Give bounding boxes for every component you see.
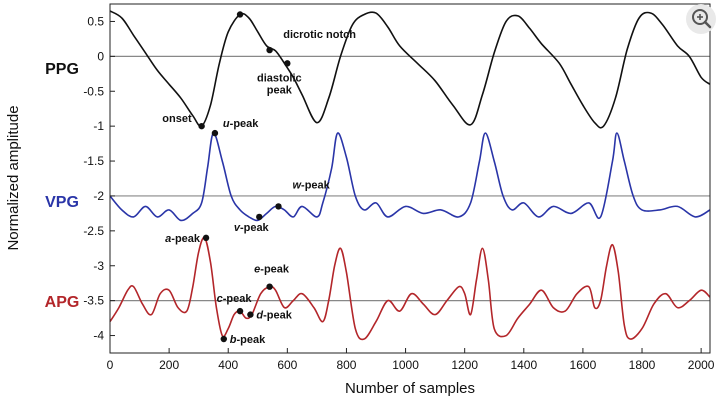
annotation-point-dicrotic-notch — [266, 46, 273, 54]
y-axis-ticks: 0.5 0 -0.5 -1 -1.5 -2 -2.5 -3 -3.5 -4 — [83, 14, 115, 343]
series-layer — [109, 10, 711, 341]
annotation-label-b-peak: b-peak — [230, 334, 266, 346]
annotation-label-e-peak: e-peak — [254, 264, 290, 276]
x-tick-label: 1400 — [510, 358, 537, 372]
series-label-ppg: PPG — [45, 61, 79, 78]
series-label-vpg: VPG — [45, 194, 79, 211]
y-tick-label: -2.5 — [83, 224, 104, 238]
series-line-vpg — [109, 132, 711, 222]
y-tick-label: -2 — [93, 189, 104, 203]
x-tick-label: 1200 — [451, 358, 478, 372]
annotation-point-u-peak — [211, 129, 219, 137]
annotation-label-v-peak: v-peak — [234, 222, 270, 234]
annotation-point-systolic-peak — [236, 11, 244, 18]
x-tick-label: 1600 — [570, 358, 597, 372]
baselines — [110, 55, 710, 302]
annotation-label-diastolic-peak: diastolic peak — [257, 72, 302, 96]
annotation-label-u-peak: u-peak — [223, 118, 259, 130]
x-tick-label: 600 — [277, 358, 297, 372]
annotation-label-dicrotic-notch: dicrotic notch — [283, 29, 356, 41]
annotation-point-d-peak — [247, 311, 254, 318]
y-tick-label: -1 — [93, 119, 104, 133]
annotation-points — [198, 11, 291, 343]
annotation-point-diastolic-peak — [284, 60, 291, 67]
x-axis-title: Number of samples — [345, 380, 475, 397]
x-tick-label: 0 — [107, 358, 114, 372]
annotation-point-b-peak — [220, 335, 227, 343]
annotation-point-e-peak — [266, 283, 273, 290]
annotation-label-d-peak: d-peak — [256, 310, 292, 322]
annotation-point-w-peak — [275, 203, 282, 210]
y-axis-title: Normalized amplitude — [5, 105, 22, 250]
x-tick-label: 1800 — [629, 358, 656, 372]
annotation-label-w-peak: w-peak — [292, 179, 330, 191]
annotation-label-c-peak: c-peak — [217, 293, 253, 305]
x-axis-ticks: 0 200 400 600 800 1000 1200 1400 1600 1800 2000 — [107, 348, 715, 372]
annotation-point-a-peak — [202, 234, 210, 242]
zoom-button[interactable] — [686, 4, 716, 34]
y-tick-label: -4 — [93, 329, 104, 343]
annotation-label-a-peak: a-peak — [165, 233, 201, 245]
series-label-apg: APG — [45, 294, 80, 311]
y-tick-label: -3 — [93, 259, 104, 273]
x-tick-label: 200 — [159, 358, 179, 372]
zoom-in-icon — [692, 9, 712, 29]
x-tick-label: 2000 — [688, 358, 715, 372]
series-labels: PPG VPG APG — [45, 61, 80, 311]
x-tick-label: 800 — [336, 358, 356, 372]
annotation-point-c-peak — [236, 307, 244, 315]
plot-frame — [109, 3, 711, 354]
x-tick-label: 400 — [218, 358, 238, 372]
y-tick-label: 0 — [97, 49, 104, 63]
x-tick-label: 1000 — [392, 358, 419, 372]
y-tick-label: -1.5 — [83, 154, 104, 168]
y-tick-label: -3.5 — [83, 294, 104, 308]
y-tick-label: -0.5 — [83, 84, 104, 98]
series-line-ppg — [109, 10, 711, 129]
annotation-labels: systolicpeakdicrotic notchdiastolicpeako… — [162, 29, 356, 346]
series-line-apg — [109, 236, 711, 341]
annotation-label-onset: onset — [162, 113, 192, 125]
y-tick-label: 0.5 — [87, 14, 104, 28]
annotation-point-v-peak — [256, 213, 263, 221]
annotation-point-onset — [198, 122, 205, 130]
